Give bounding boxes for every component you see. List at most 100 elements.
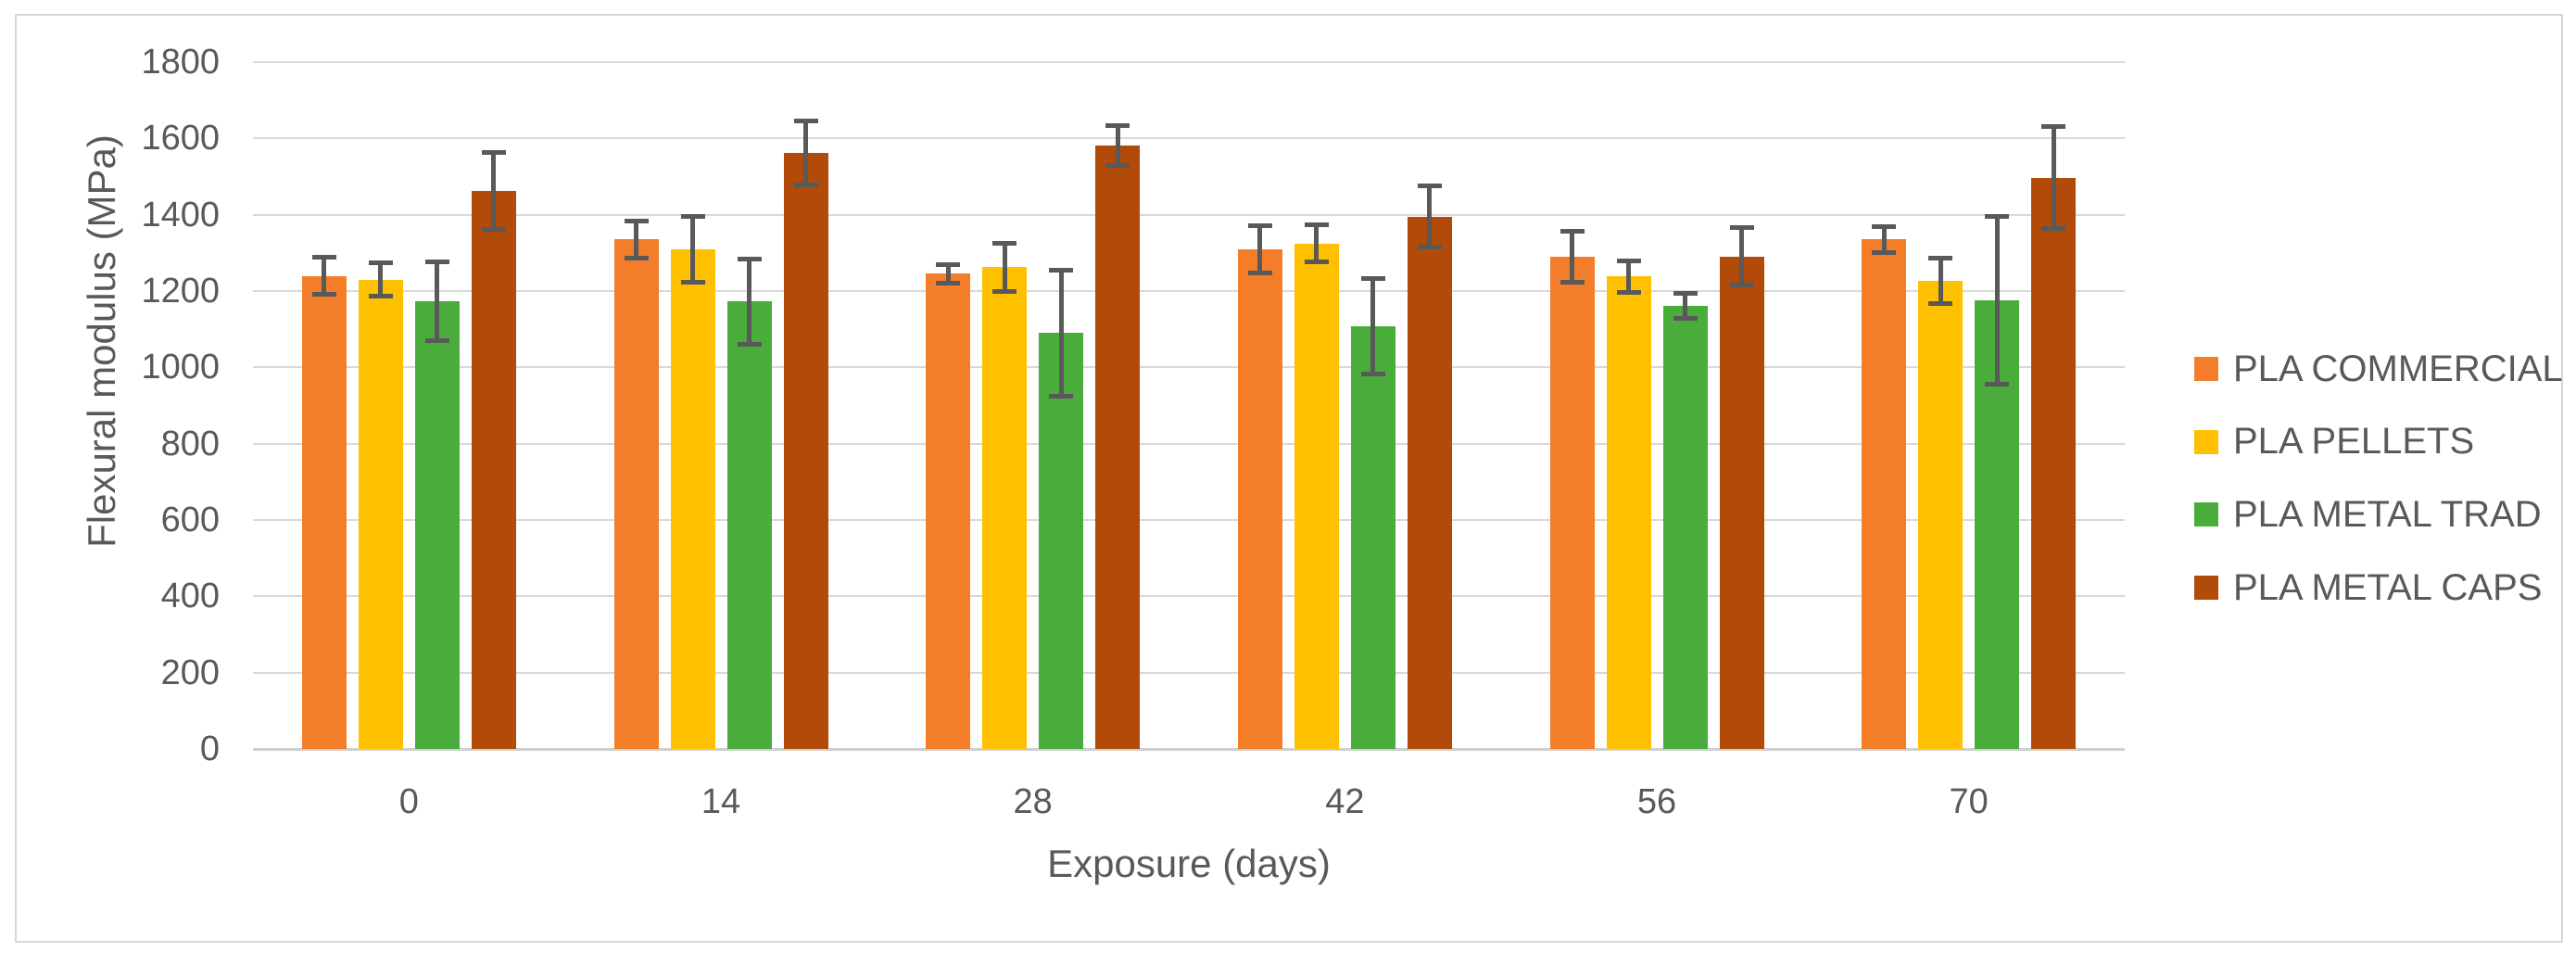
- error-bar-line: [1994, 216, 2000, 385]
- gridline-1600: [253, 137, 2125, 140]
- error-bar-cap-top: [992, 241, 1017, 247]
- error-bar-line: [1938, 258, 1943, 304]
- bar-pla-metal-caps: [471, 191, 516, 749]
- error-bar-cap-bottom: [1247, 270, 1272, 275]
- error-bar-cap-bottom: [1729, 282, 1754, 287]
- error-bar-cap-top: [1304, 222, 1329, 228]
- bar-pla-pellets: [1606, 276, 1651, 749]
- error-bar-line: [1257, 225, 1263, 273]
- legend-label: PLA METAL CAPS: [2233, 566, 2543, 608]
- bar-pla-pellets: [670, 248, 715, 749]
- legend-label: PLA COMMERCIAL: [2233, 348, 2563, 389]
- error-bar-cap-top: [1616, 258, 1641, 263]
- bar-pla-metal-caps: [1407, 216, 1452, 749]
- error-bar-cap-bottom: [1985, 382, 2010, 387]
- y-tick-label: 800: [160, 424, 220, 463]
- error-bar-cap-top: [1049, 267, 1074, 273]
- error-bar-cap-top: [1928, 256, 1953, 261]
- error-bar-cap-bottom: [936, 281, 961, 286]
- gridline-400: [253, 595, 2125, 598]
- error-bar-line: [1683, 293, 1687, 319]
- bar-pla-commercial: [1862, 239, 1907, 749]
- y-tick-label: 1200: [141, 272, 220, 311]
- error-bar-cap-bottom: [1304, 259, 1329, 264]
- error-bar-line: [2051, 126, 2056, 229]
- x-tick-label: 0: [398, 782, 419, 821]
- gridline-800: [253, 442, 2125, 445]
- bar-pla-commercial: [1237, 248, 1282, 749]
- x-tick-label: 14: [701, 782, 741, 821]
- legend-swatch-icon: [2194, 429, 2218, 454]
- error-bar-line: [1626, 260, 1631, 293]
- error-bar-cap-top: [936, 261, 961, 267]
- error-bar-line: [1370, 278, 1376, 374]
- bar-pla-pellets: [982, 267, 1028, 749]
- y-tick-label: 0: [199, 729, 220, 768]
- error-bar-line: [945, 264, 951, 284]
- gridline-1200: [253, 290, 2125, 292]
- bar-pla-commercial: [613, 239, 659, 749]
- error-bar-line: [634, 221, 638, 259]
- bar-pla-pellets: [1294, 243, 1339, 749]
- error-bar-cap-top: [1360, 276, 1385, 282]
- error-bar-cap-bottom: [992, 288, 1017, 294]
- gridline-600: [253, 519, 2125, 521]
- y-tick-label: 1000: [141, 348, 220, 387]
- x-axis-line: [253, 748, 2125, 751]
- bar-pla-pellets: [358, 279, 403, 749]
- bar-pla-metal-trad: [726, 301, 772, 749]
- error-bar-cap-top: [1729, 225, 1754, 231]
- error-bar-line: [690, 216, 695, 283]
- bar-pla-commercial: [1549, 256, 1595, 749]
- error-bar-line: [491, 152, 497, 230]
- legend-label: PLA METAL TRAD: [2233, 493, 2542, 535]
- error-bar-cap-bottom: [2041, 225, 2066, 231]
- error-bar-cap-top: [481, 150, 506, 156]
- error-bar-line: [1570, 231, 1574, 283]
- error-bar-line: [1314, 224, 1320, 262]
- legend-item-pla-pellets: PLA PELLETS: [2194, 419, 2474, 465]
- bar-pla-metal-caps: [783, 153, 828, 749]
- bar-pla-metal-trad: [1662, 306, 1708, 749]
- error-bar-line: [1427, 185, 1433, 247]
- error-bar-line: [1002, 243, 1007, 291]
- error-bar-line: [322, 257, 327, 295]
- bar-pla-metal-trad: [1350, 326, 1395, 749]
- legend-swatch-icon: [2194, 502, 2218, 527]
- error-bar-cap-bottom: [737, 341, 762, 347]
- error-bar-cap-top: [368, 260, 393, 266]
- legend-item-pla-metal-caps: PLA METAL CAPS: [2194, 564, 2542, 611]
- x-tick-label: 70: [1949, 782, 1989, 821]
- error-bar-cap-top: [1559, 228, 1585, 234]
- legend-label: PLA PELLETS: [2233, 421, 2475, 463]
- error-bar-line: [1058, 270, 1064, 397]
- legend-item-pla-commercial: PLA COMMERCIAL: [2194, 346, 2563, 392]
- error-bar-cap-bottom: [1928, 301, 1953, 307]
- error-bar-cap-top: [680, 213, 705, 219]
- error-bar-cap-top: [1247, 222, 1272, 228]
- error-bar-cap-top: [793, 119, 818, 124]
- error-bar-cap-bottom: [368, 294, 393, 299]
- legend-item-pla-metal-trad: PLA METAL TRAD: [2194, 491, 2542, 538]
- legend-swatch-icon: [2194, 576, 2218, 601]
- gridline-1800: [253, 61, 2125, 63]
- error-bar-line: [747, 259, 751, 345]
- error-bar-line: [803, 120, 808, 185]
- error-bar-cap-top: [1673, 291, 1698, 297]
- error-bar-line: [1115, 125, 1120, 166]
- error-bar-cap-top: [1985, 214, 2010, 220]
- x-tick-label: 28: [1013, 782, 1053, 821]
- gridline-1000: [253, 366, 2125, 369]
- y-tick-label: 1600: [141, 119, 220, 159]
- y-tick-label: 200: [160, 653, 220, 692]
- y-tick-label: 600: [160, 501, 220, 539]
- bar-pla-metal-caps: [1095, 146, 1141, 749]
- error-bar-cap-bottom: [1872, 250, 1897, 256]
- bar-pla-commercial: [301, 275, 347, 749]
- error-bar-cap-top: [1105, 123, 1130, 129]
- bar-pla-pellets: [1918, 281, 1964, 749]
- error-bar-cap-bottom: [1105, 163, 1130, 169]
- error-bar-cap-bottom: [624, 255, 649, 260]
- error-bar-cap-top: [1872, 223, 1897, 229]
- error-bar-cap-bottom: [680, 279, 705, 285]
